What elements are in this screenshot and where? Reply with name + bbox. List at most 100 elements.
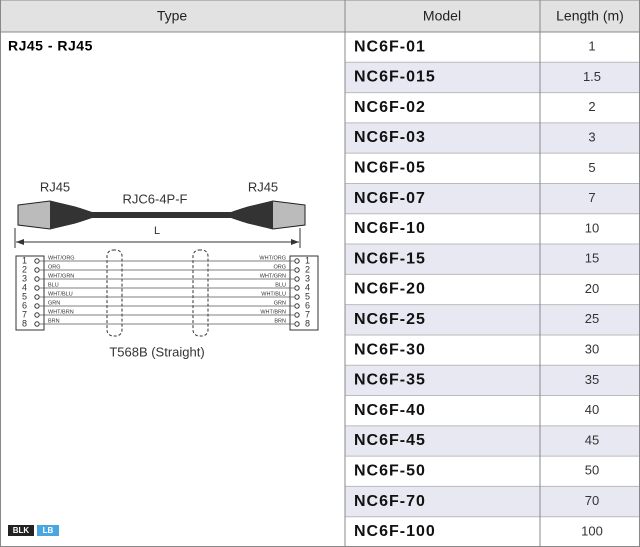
length: 1 — [588, 39, 595, 54]
model: NC6F-10 — [354, 220, 426, 237]
pin-number: 8 — [305, 318, 310, 328]
length: 50 — [585, 463, 599, 478]
model: NC6F-45 — [354, 432, 426, 449]
length: 100 — [581, 523, 603, 538]
length: 20 — [585, 281, 599, 296]
pin-number: 4 — [305, 282, 310, 292]
length: 2 — [588, 99, 595, 114]
length: 5 — [588, 160, 595, 175]
pin-dot — [34, 303, 40, 309]
pin-number: 1 — [22, 255, 27, 265]
pin-dot — [294, 258, 300, 264]
length: 15 — [585, 251, 599, 266]
length: 45 — [585, 432, 599, 447]
row-shade — [345, 304, 640, 335]
wire-label: BRN — [48, 318, 60, 324]
row-shade — [345, 365, 640, 396]
connector-right-label: RJ45 — [248, 179, 278, 194]
row-shade — [345, 425, 640, 457]
pin-dot — [294, 303, 300, 309]
pin-dot — [34, 312, 40, 318]
length: 7 — [588, 190, 595, 205]
badge-bg — [37, 525, 59, 536]
model: NC6F-100 — [354, 523, 436, 540]
length: 40 — [585, 402, 599, 417]
pin-dot — [294, 276, 300, 282]
pin-number: 2 — [305, 264, 310, 274]
wire-label: WHT/ORG — [48, 255, 75, 261]
model: NC6F-01 — [354, 38, 426, 55]
wire-label: WHT/BLU — [261, 291, 286, 297]
length: 1.5 — [583, 69, 601, 84]
badge-bg — [8, 525, 34, 536]
wire-label: BRN — [274, 318, 286, 324]
wire-label: WHT/ORG — [259, 255, 286, 261]
wire-label: BLU — [275, 282, 286, 288]
model: NC6F-015 — [354, 69, 436, 86]
badge: LB — [43, 526, 54, 535]
model: NC6F-30 — [354, 341, 426, 358]
pin-number: 7 — [305, 309, 310, 319]
pin-number: 5 — [22, 291, 27, 301]
pin-dot — [294, 285, 300, 291]
model: NC6F-03 — [354, 129, 426, 146]
pin-number: 4 — [22, 282, 27, 292]
pin-number: 6 — [22, 300, 27, 310]
model: NC6F-15 — [354, 250, 426, 267]
pin-dot — [34, 276, 40, 282]
pin-number: 5 — [305, 291, 310, 301]
model: NC6F-70 — [354, 493, 426, 510]
pin-dot — [34, 258, 40, 264]
model: NC6F-40 — [354, 402, 426, 419]
pin-number: 3 — [305, 273, 310, 283]
wire-label: WHT/GRN — [48, 273, 74, 279]
pin-number: 8 — [22, 318, 27, 328]
pin-number: 6 — [305, 300, 310, 310]
row-shade — [345, 244, 640, 275]
wire-label: ORG — [273, 264, 286, 270]
cable-drawing: RJ45 RJC6-4P-F RJ45 L — [14, 179, 306, 248]
header-bg — [0, 0, 640, 32]
pin-number: 1 — [305, 255, 310, 265]
length: 25 — [585, 311, 599, 326]
header-length: Length (m) — [556, 8, 624, 24]
pin-dot — [294, 321, 300, 327]
model: NC6F-35 — [354, 372, 426, 389]
model: NC6F-25 — [354, 311, 426, 328]
length: 3 — [588, 129, 595, 144]
pin-dot — [294, 267, 300, 273]
model: NC6F-50 — [354, 462, 426, 479]
wire-label: GRN — [48, 300, 60, 306]
cable-label: RJC6-4P-F — [122, 191, 187, 206]
header-type: Type — [157, 8, 188, 24]
model: NC6F-05 — [354, 160, 426, 177]
length: 30 — [585, 342, 599, 357]
wire-label: WHT/GRN — [260, 273, 286, 279]
type-title: RJ45 - RJ45 — [8, 38, 93, 54]
model: NC6F-07 — [354, 190, 426, 207]
connector-left-label: RJ45 — [40, 179, 70, 194]
wire-label: WHT/BRN — [260, 309, 286, 315]
pin-dot — [34, 285, 40, 291]
row-shade — [345, 486, 640, 517]
pin-number: 2 — [22, 264, 27, 274]
wire-label: WHT/BLU — [48, 291, 73, 297]
pin-dot — [294, 294, 300, 300]
wire-label: GRN — [274, 300, 286, 306]
length: 10 — [585, 220, 599, 235]
wire-label: ORG — [48, 264, 61, 270]
badge: BLK — [13, 526, 30, 535]
pin-dot — [294, 312, 300, 318]
length: 35 — [585, 372, 599, 387]
header-model: Model — [423, 8, 461, 24]
model: NC6F-20 — [354, 281, 426, 298]
wire-label: BLU — [48, 282, 59, 288]
caption: T568B (Straight) — [109, 344, 204, 359]
pin-number: 3 — [22, 273, 27, 283]
row-shade — [345, 62, 640, 93]
wire-label: WHT/BRN — [48, 309, 74, 315]
row-shade — [345, 183, 640, 214]
pin-dot — [34, 294, 40, 300]
pin-dot — [34, 267, 40, 273]
